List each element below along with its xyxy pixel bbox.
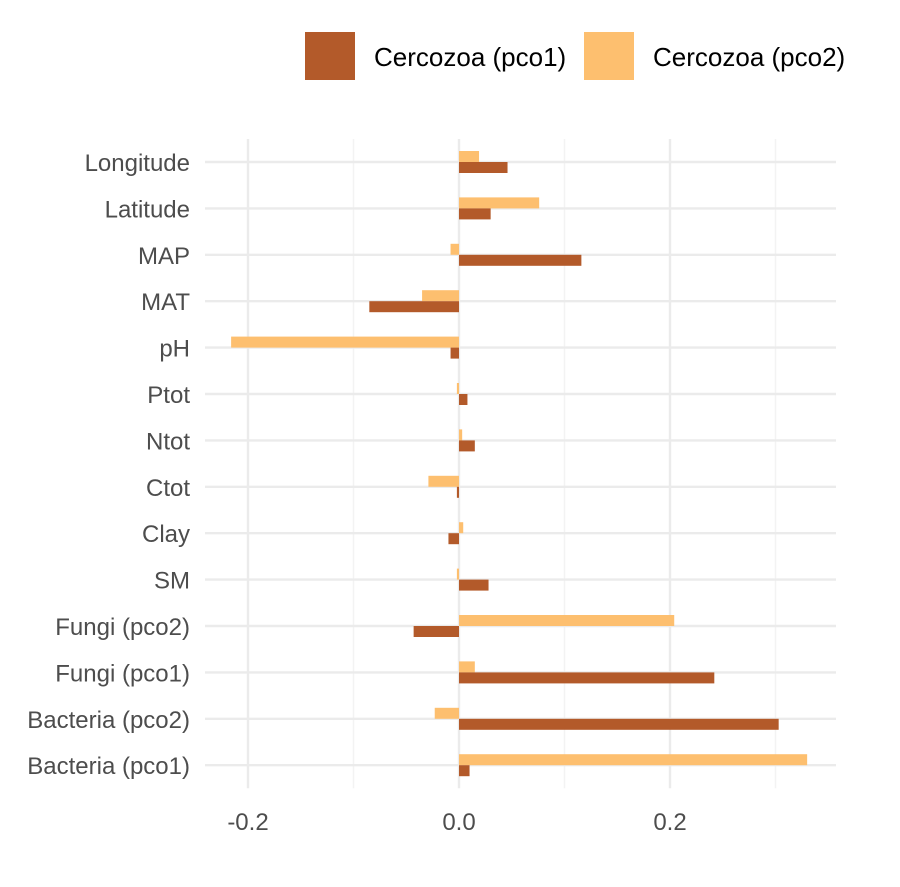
bar-pco1 <box>450 347 459 359</box>
bar-pco1 <box>413 626 459 637</box>
bar-pco1 <box>459 394 468 405</box>
x-tick-label: 0.2 <box>653 809 686 836</box>
category-label: MAT <box>141 289 190 316</box>
bar-pco2 <box>422 290 459 302</box>
category-label: Ptot <box>147 382 190 409</box>
bar-pco1 <box>369 301 459 313</box>
category-label: SM <box>154 568 190 595</box>
category-label: Clay <box>142 521 190 548</box>
bar-pco2 <box>459 197 540 209</box>
bar-pco2 <box>434 707 459 719</box>
bar-pco2 <box>459 151 480 162</box>
category-label: Bacteria (pco2) <box>27 707 190 734</box>
legend: Cercozoa (pco1) Cercozoa (pco2) <box>305 32 845 80</box>
bar-pco2 <box>428 475 459 487</box>
bar-pco1 <box>459 162 508 173</box>
category-label: Latitude <box>105 196 190 223</box>
bar-pco2 <box>459 522 464 534</box>
bar-pco2 <box>231 336 459 348</box>
bars-layer <box>231 151 808 777</box>
category-axis-labels: Longitude Latitude MAP MAT pH Ptot Ntot Ctot Cla… <box>27 150 190 780</box>
bar-pco1 <box>459 254 582 266</box>
bar-pco2 <box>459 661 475 673</box>
category-label: MAP <box>138 243 190 270</box>
x-tick-label: -0.2 <box>227 809 268 836</box>
bar-pco1 <box>459 440 475 452</box>
bar-pco1 <box>459 765 470 777</box>
grid-layer <box>205 139 836 789</box>
bar-pco2 <box>459 615 675 626</box>
x-tick-label: 0.0 <box>442 809 475 836</box>
legend-label-pco2: Cercozoa (pco2) <box>653 42 845 72</box>
category-label: Fungi (pco2) <box>55 614 190 641</box>
legend-swatch-pco2 <box>584 32 634 80</box>
category-label: pH <box>159 336 190 363</box>
category-label: Fungi (pco1) <box>55 660 190 687</box>
bar-pco1 <box>459 208 491 220</box>
category-label: Ctot <box>146 475 190 502</box>
bar-pco1 <box>448 533 459 545</box>
bar-pco2 <box>459 429 463 441</box>
bar-pco2 <box>456 383 459 394</box>
category-label: Ntot <box>146 428 190 455</box>
bar-pco2 <box>450 243 459 255</box>
bar-pco1 <box>459 718 779 730</box>
bar-pco1 <box>459 579 489 591</box>
category-label: Longitude <box>85 150 190 177</box>
legend-swatch-pco1 <box>305 32 355 80</box>
legend-label-pco1: Cercozoa (pco1) <box>374 42 566 72</box>
category-label: Bacteria (pco1) <box>27 753 190 780</box>
bar-pco2 <box>456 568 459 580</box>
bar-pco2 <box>459 754 808 766</box>
bar-pco1 <box>459 672 715 684</box>
bar-pco1 <box>456 486 459 498</box>
value-axis-labels: -0.2 0.0 0.2 <box>227 809 686 836</box>
